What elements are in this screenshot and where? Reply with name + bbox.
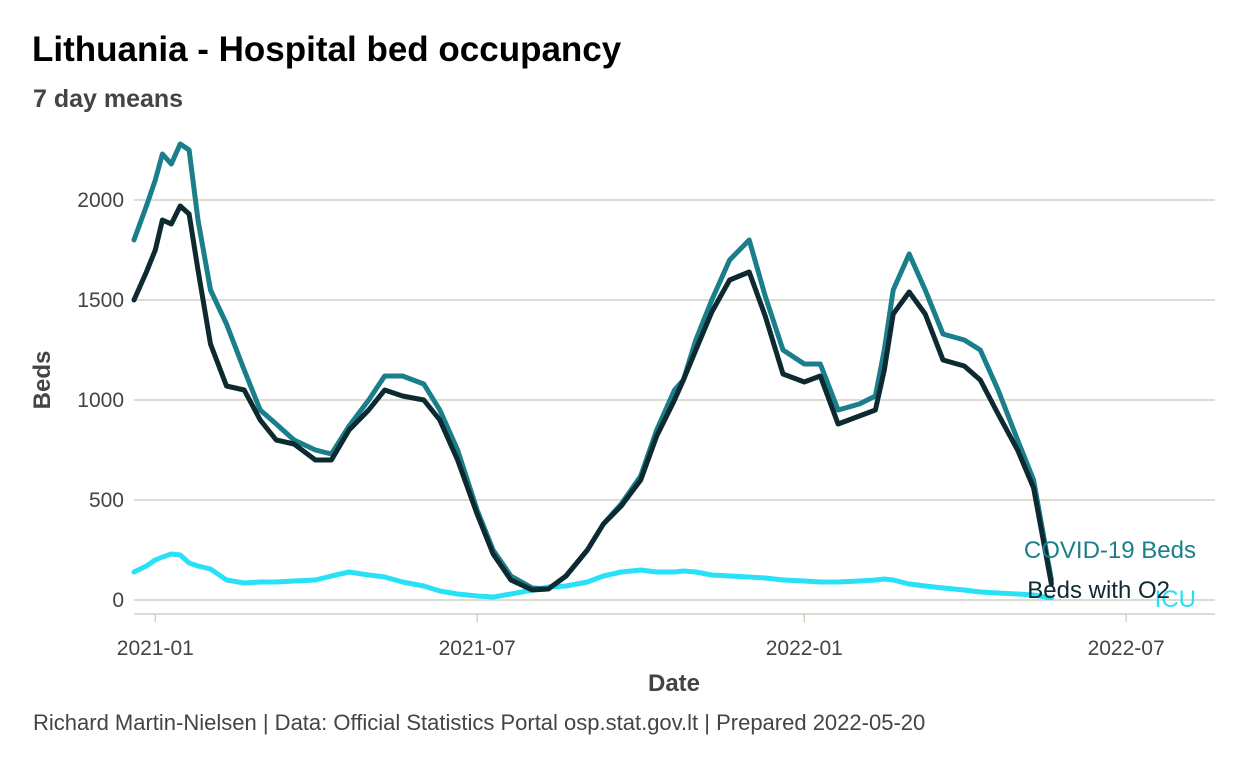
x-tick-label: 2022-07 — [1088, 637, 1165, 660]
series-label-icu: ICU — [1155, 586, 1196, 613]
series-lines — [131, 141, 1054, 601]
series-line-icu — [131, 551, 1054, 601]
y-axis-ticks: 0 500 1000 1500 2000 — [77, 189, 124, 612]
y-tick-label: 1500 — [77, 289, 124, 312]
y-tick-label: 0 — [112, 589, 124, 612]
series-line-covid-19-beds — [131, 141, 1054, 592]
chart-subtitle: 7 day means — [33, 85, 184, 113]
x-axis-ticks: 2021-01 2021-07 2022-01 2022-07 — [117, 614, 1165, 660]
x-tick-label: 2021-01 — [117, 637, 194, 660]
x-tick-label: 2021-07 — [439, 637, 516, 660]
chart-caption: Richard Martin-Nielsen | Data: Official … — [33, 710, 926, 735]
chart-title: Lithuania - Hospital bed occupancy — [32, 30, 622, 69]
y-tick-label: 1000 — [77, 389, 124, 412]
series-label-covid-19-beds: COVID-19 Beds — [1024, 537, 1196, 564]
y-axis-title: Beds — [29, 351, 56, 410]
y-tick-label: 2000 — [77, 189, 124, 212]
x-axis-title: Date — [648, 670, 700, 697]
y-tick-label: 500 — [89, 489, 124, 512]
series-label-beds-with-o2: Beds with O2 — [1027, 577, 1170, 604]
series-line-beds-with-o2 — [131, 203, 1054, 593]
x-tick-label: 2022-01 — [766, 637, 843, 660]
